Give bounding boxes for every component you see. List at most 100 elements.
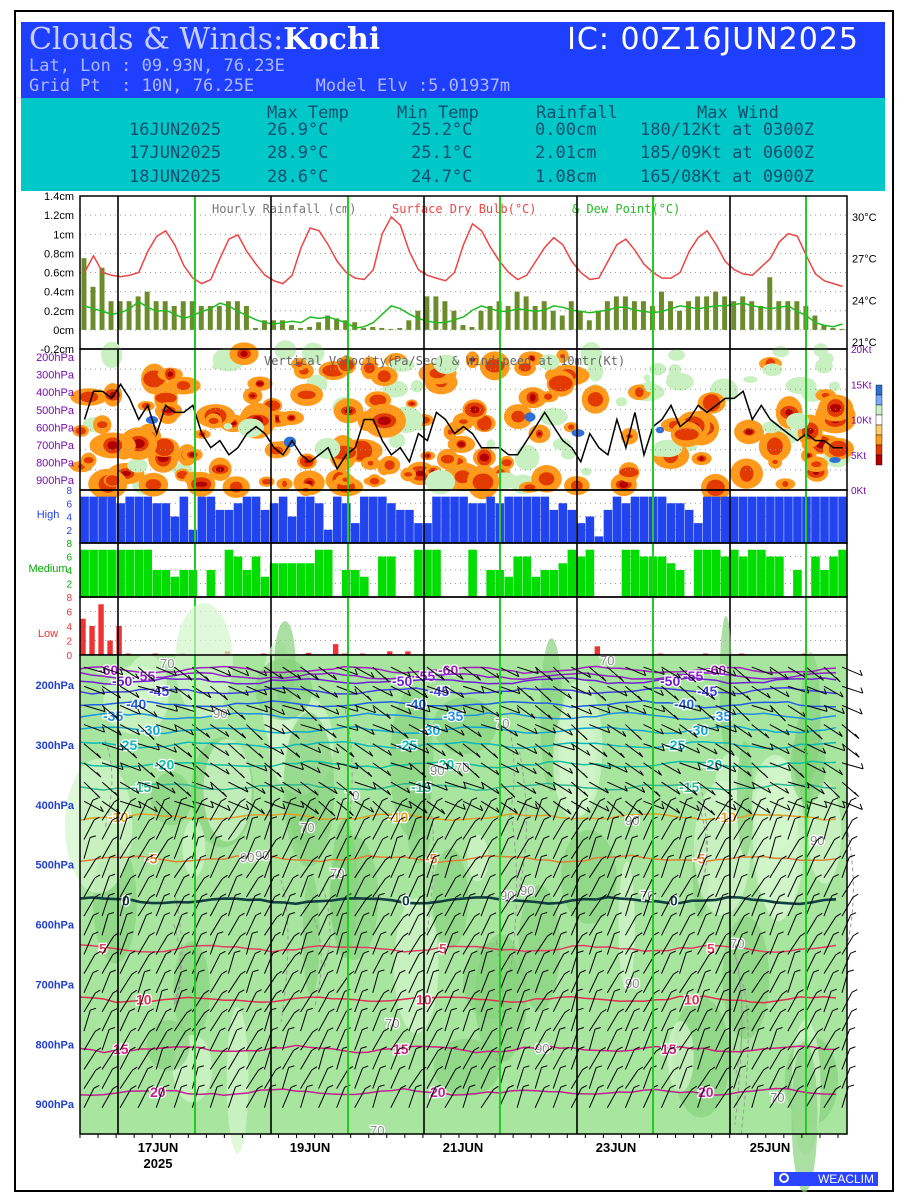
wind-barb — [209, 1012, 223, 1032]
wind-barb — [552, 838, 563, 859]
wind-barb — [336, 1048, 344, 1070]
wind-barb — [679, 952, 687, 974]
wind-barb-flag — [747, 808, 753, 815]
wind-barb — [841, 666, 863, 677]
wind-barb — [263, 1086, 271, 1108]
wind-barb — [769, 743, 790, 755]
wind-barb — [751, 1086, 759, 1108]
wind-barb — [823, 800, 846, 809]
wind-barb — [444, 666, 464, 680]
cloud-bar — [251, 496, 261, 543]
humidity-contour — [173, 924, 182, 1006]
wind-barb-flag — [93, 816, 100, 821]
temperature-contour-label: -25 — [117, 737, 137, 753]
wind-barb-flag — [148, 1008, 154, 1013]
wind-barb — [173, 954, 186, 974]
wind-barb-flag — [222, 791, 228, 798]
wind-barb-flag — [477, 731, 482, 738]
wind-barb-flag — [861, 762, 864, 770]
wind-barb — [408, 743, 429, 754]
temperature-contour-label: -35 — [711, 708, 731, 724]
wind-barb — [137, 800, 148, 821]
wind-barb — [119, 762, 141, 772]
wind-barb-flag — [715, 764, 719, 771]
wind-barb — [408, 1070, 422, 1089]
wind-barb — [210, 666, 231, 677]
wind-barb — [751, 685, 771, 699]
wind-barb-flag — [854, 733, 860, 739]
velocity-blob — [619, 481, 629, 489]
rain-bar — [740, 296, 746, 330]
wind-barb — [480, 743, 499, 759]
wind-barb — [318, 724, 337, 739]
wind-barb — [534, 1067, 542, 1089]
wind-barb-flag — [600, 1046, 606, 1051]
windspeed-tick-label: 20Kt — [851, 345, 872, 356]
rain-bar — [613, 296, 619, 330]
wind-barb — [83, 1087, 95, 1108]
wind-barb — [715, 1069, 727, 1089]
humidity-label: 90 — [255, 848, 269, 863]
wind-barb — [624, 952, 633, 974]
wind-barb-flag — [733, 804, 737, 811]
wind-barb — [336, 800, 354, 816]
wind-barb — [571, 685, 592, 696]
wind-barb-flag — [811, 797, 818, 800]
cloud-bar — [287, 516, 297, 543]
rain-bar — [270, 320, 276, 330]
wind-barb-flag — [830, 988, 837, 992]
wind-barb-flag — [437, 989, 444, 994]
wind-barb — [480, 895, 490, 917]
wind-barb-flag — [257, 1085, 263, 1090]
wind-barb-flag — [833, 1046, 840, 1051]
wind-barb — [390, 1009, 398, 1032]
wind-barb — [119, 800, 132, 821]
wind-barb — [227, 1069, 240, 1089]
cloud-bar — [387, 503, 396, 543]
wind-barb-flag — [848, 1084, 855, 1088]
temperature-contour-label: -35 — [103, 708, 123, 724]
velocity-blob — [367, 460, 374, 466]
cloud-bar — [405, 509, 414, 543]
wind-barb-flag — [333, 788, 338, 794]
meteogram-pressure-label: 400hPa — [35, 800, 74, 812]
wind-barb — [751, 800, 762, 821]
wind-barb — [733, 762, 752, 777]
wind-barb-flag — [579, 912, 586, 916]
wind-barb-flag — [273, 874, 280, 878]
wind-barb — [372, 781, 391, 796]
cloud-bar — [811, 556, 820, 597]
wind-barb — [751, 743, 774, 751]
wind-barb-flag — [766, 807, 771, 814]
wind-barb — [156, 704, 178, 712]
wind-barb — [426, 724, 448, 733]
wind-barb-flag — [816, 989, 823, 994]
wind-barb — [390, 952, 398, 974]
cloud-bar — [206, 496, 216, 543]
wind-barb-flag — [437, 1066, 444, 1070]
wind-barb-flag — [813, 969, 820, 973]
wind-barb — [769, 953, 780, 974]
wind-barb — [624, 801, 638, 821]
wind-barb — [661, 1029, 669, 1051]
wind-barb-flag — [744, 716, 750, 722]
wind-barb-flag — [693, 732, 698, 738]
wind-barb-flag — [211, 801, 214, 808]
wind-barb — [751, 800, 771, 814]
wind-barb — [336, 781, 355, 797]
wind-barb-flag — [239, 912, 245, 917]
wind-barb-flag — [597, 1084, 604, 1089]
wind-barb-flag — [711, 790, 716, 796]
wind-barb — [462, 895, 471, 917]
wind-barb-flag — [280, 748, 285, 755]
wind-barb-flag — [164, 969, 171, 974]
wind-barb — [661, 991, 672, 1013]
velocity-blob — [581, 467, 592, 476]
wind-barb — [769, 666, 789, 680]
wind-barb — [643, 1010, 653, 1032]
wind-barb — [661, 1087, 671, 1108]
wind-barb-flag — [93, 1084, 100, 1089]
wind-barb — [589, 781, 609, 794]
wind-barb — [642, 1067, 652, 1089]
wind-barb — [588, 1050, 601, 1070]
